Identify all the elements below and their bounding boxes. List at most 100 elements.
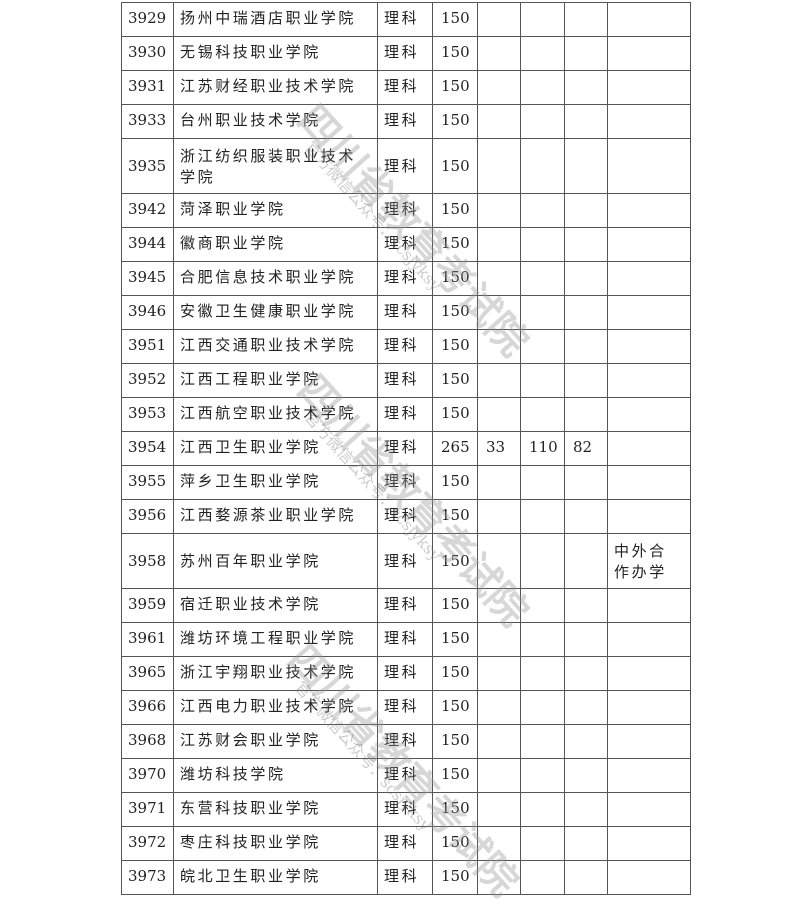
- remark-cell: [607, 138, 691, 194]
- remark-cell: [607, 70, 691, 105]
- count-col-5-cell: [477, 826, 521, 861]
- count-col-7-cell: [564, 193, 608, 228]
- school-name-cell: 无锡科技职业学院: [173, 36, 378, 71]
- plan-count-cell: 150: [432, 533, 478, 589]
- school-name-cell: 潍坊科技学院: [173, 758, 378, 793]
- school-code-cell: 3935: [121, 138, 174, 194]
- table-row: 3956 江西婺源茶业职业学院 理科 150: [121, 499, 691, 534]
- count-col-6-cell: [520, 826, 565, 861]
- school-name-cell: 扬州中瑞酒店职业学院: [173, 2, 378, 37]
- category-cell: 理科: [377, 465, 433, 500]
- table-row: 3973 皖北卫生职业学院 理科 150: [121, 860, 691, 895]
- count-col-5-cell: [477, 227, 521, 262]
- count-col-5-cell: 33: [477, 431, 521, 466]
- school-name-cell: 菏泽职业学院: [173, 193, 378, 228]
- category-cell: 理科: [377, 588, 433, 623]
- school-code-cell: 3933: [121, 104, 174, 139]
- plan-count-cell: 150: [432, 138, 478, 194]
- plan-count-cell: 150: [432, 397, 478, 432]
- count-col-7-cell: [564, 656, 608, 691]
- school-name-cell: 徽商职业学院: [173, 227, 378, 262]
- school-code-cell: 3965: [121, 656, 174, 691]
- count-col-6-cell: [520, 363, 565, 398]
- category-cell: 理科: [377, 227, 433, 262]
- table-row: 3951 江西交通职业技术学院 理科 150: [121, 329, 691, 364]
- category-cell: 理科: [377, 104, 433, 139]
- table-row: 3929 扬州中瑞酒店职业学院 理科 150: [121, 2, 691, 37]
- remark-cell: [607, 826, 691, 861]
- count-col-7-cell: [564, 533, 608, 589]
- plan-count-cell: 150: [432, 227, 478, 262]
- plan-count-cell: 150: [432, 588, 478, 623]
- school-name-cell: 枣庄科技职业学院: [173, 826, 378, 861]
- count-col-6-cell: [520, 724, 565, 759]
- count-col-6-cell: [520, 261, 565, 296]
- school-name-cell: 江西交通职业技术学院: [173, 329, 378, 364]
- school-name-cell: 浙江宇翔职业技术学院: [173, 656, 378, 691]
- school-code-cell: 3961: [121, 622, 174, 657]
- count-col-5-cell: [477, 138, 521, 194]
- school-name-cell: 江西电力职业技术学院: [173, 690, 378, 725]
- count-col-6-cell: [520, 792, 565, 827]
- admission-plan-table: 3929 扬州中瑞酒店职业学院 理科 150 3930 无锡科技职业学院 理科 150 3931…: [121, 2, 691, 895]
- count-col-5-cell: [477, 261, 521, 296]
- count-col-6-cell: [520, 138, 565, 194]
- school-code-cell: 3973: [121, 860, 174, 895]
- school-name-cell: 宿迁职业技术学院: [173, 588, 378, 623]
- category-cell: 理科: [377, 690, 433, 725]
- school-name-cell: 江西航空职业技术学院: [173, 397, 378, 432]
- count-col-7-cell: [564, 2, 608, 37]
- count-col-7-cell: [564, 860, 608, 895]
- plan-count-cell: 150: [432, 295, 478, 330]
- count-col-5-cell: [477, 622, 521, 657]
- school-code-cell: 3958: [121, 533, 174, 589]
- remark-cell: [607, 104, 691, 139]
- count-col-7-cell: [564, 138, 608, 194]
- school-name-cell: 浙江纺织服装职业技术学院: [173, 138, 378, 194]
- category-cell: 理科: [377, 860, 433, 895]
- count-col-5-cell: [477, 588, 521, 623]
- table-row: 3971 东营科技职业学院 理科 150: [121, 792, 691, 827]
- remark-cell: [607, 622, 691, 657]
- category-cell: 理科: [377, 329, 433, 364]
- school-code-cell: 3930: [121, 36, 174, 71]
- category-cell: 理科: [377, 533, 433, 589]
- count-col-5-cell: [477, 36, 521, 71]
- school-name-cell: 江西婺源茶业职业学院: [173, 499, 378, 534]
- school-code-cell: 3955: [121, 465, 174, 500]
- school-code-cell: 3956: [121, 499, 174, 534]
- plan-count-cell: 150: [432, 826, 478, 861]
- remark-cell: [607, 792, 691, 827]
- count-col-5-cell: [477, 329, 521, 364]
- category-cell: 理科: [377, 431, 433, 466]
- count-col-6-cell: [520, 860, 565, 895]
- table-row: 3931 江苏财经职业技术学院 理科 150: [121, 70, 691, 105]
- remark-cell: [607, 860, 691, 895]
- table-row: 3961 潍坊环境工程职业学院 理科 150: [121, 622, 691, 657]
- count-col-7-cell: 82: [564, 431, 608, 466]
- school-code-cell: 3968: [121, 724, 174, 759]
- table-row: 3970 潍坊科技学院 理科 150: [121, 758, 691, 793]
- count-col-5-cell: [477, 363, 521, 398]
- table-row: 3972 枣庄科技职业学院 理科 150: [121, 826, 691, 861]
- category-cell: 理科: [377, 295, 433, 330]
- school-code-cell: 3929: [121, 2, 174, 37]
- count-col-6-cell: [520, 690, 565, 725]
- count-col-6-cell: 110: [520, 431, 565, 466]
- count-col-7-cell: [564, 363, 608, 398]
- remark-cell: 中外合作办学: [607, 533, 691, 589]
- count-col-7-cell: [564, 70, 608, 105]
- table-row: 3930 无锡科技职业学院 理科 150: [121, 36, 691, 71]
- table-row: 3952 江西工程职业学院 理科 150: [121, 363, 691, 398]
- table-row: 3968 江苏财会职业学院 理科 150: [121, 724, 691, 759]
- plan-count-cell: 150: [432, 860, 478, 895]
- count-col-7-cell: [564, 261, 608, 296]
- count-col-6-cell: [520, 588, 565, 623]
- remark-cell: [607, 261, 691, 296]
- school-name-cell: 萍乡卫生职业学院: [173, 465, 378, 500]
- category-cell: 理科: [377, 261, 433, 296]
- plan-count-cell: 150: [432, 690, 478, 725]
- count-col-7-cell: [564, 295, 608, 330]
- category-cell: 理科: [377, 2, 433, 37]
- plan-count-cell: 150: [432, 70, 478, 105]
